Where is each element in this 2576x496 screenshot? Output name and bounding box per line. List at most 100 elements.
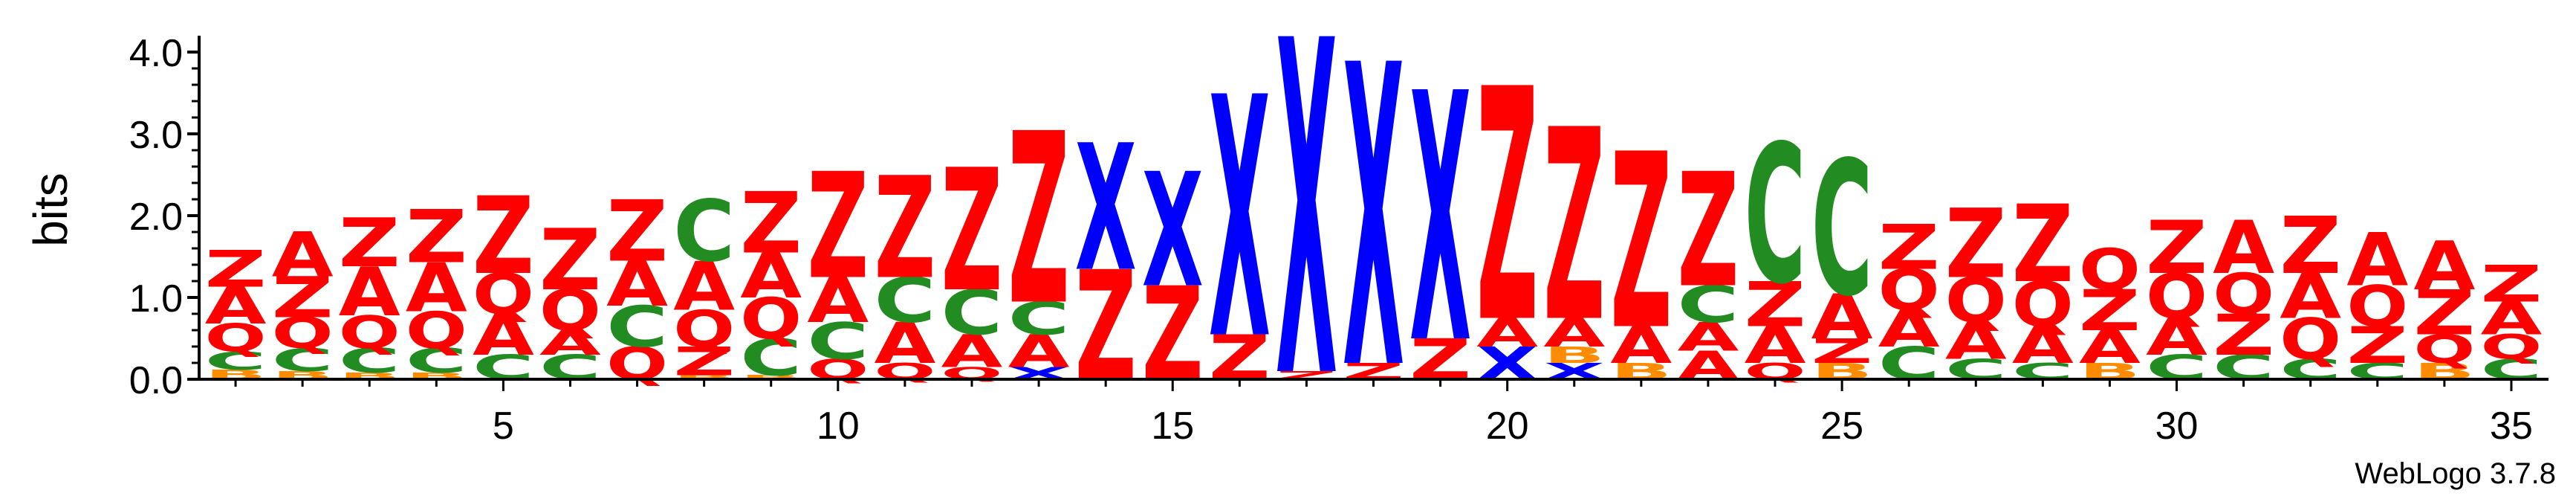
logo-letter-Z: Z [1677,141,1739,323]
logo-letter-C: C [272,342,334,379]
logo-letter-Z: Z [1008,84,1070,358]
logo-letter-A: A [2280,261,2341,333]
logo-letter-Z: Z [2346,316,2408,375]
logo-letter-C: C [673,184,735,281]
x-tick-label: 15 [1151,405,1194,448]
logo-letter-C: C [406,342,467,381]
logo-letter-A: A [941,326,1003,378]
logo-letter-Q: Q [2213,263,2274,327]
logo-letter-C: C [941,277,1003,350]
logo-letter-Q: Q [339,307,400,359]
logo-letter-Q: Q [2079,238,2141,303]
logo-letter-X: X [1142,141,1204,323]
y-tick-label: 1.0 [129,277,183,321]
logo-letter-Z: Z [2012,182,2074,306]
logo-letter-A: A [406,249,467,328]
logo-letter-C: C [1745,106,1806,327]
logo-letter-A: A [2213,205,2274,290]
logo-letter-B: B [740,374,802,381]
logo-letter-A: A [740,241,802,313]
logo-letter-Q: Q [2481,328,2543,367]
logo-letter-Q: Q [406,301,467,360]
logo-letter-A: A [272,219,334,292]
logo-letter-Z: Z [1945,190,2007,300]
logo-letter-Z: Z [272,265,334,330]
logo-letter-C: C [1008,293,1070,345]
logo-letter-A: A [205,277,267,335]
logo-letter-Q: Q [1945,265,2007,338]
logo-letter-B: B [673,374,735,381]
logo-letter-X: X [1343,0,1404,462]
logo-letter-A: A [606,249,668,321]
logo-letter-Z: Z [941,134,1003,329]
logo-letter-A: A [807,265,869,338]
logo-letter-Q: Q [2413,326,2475,373]
logo-letter-A: A [1878,300,1940,358]
logo-letter-A: A [1677,315,1739,361]
x-tick-label: 20 [1486,405,1529,448]
logo-letter-B: B [1543,342,1605,368]
logo-letter-Q: Q [1878,258,1940,323]
logo-letter-Z: Z [2146,205,2207,290]
logo-letter-Q: Q [2346,274,2408,339]
logo-letter-Z: Z [2280,201,2341,292]
logo-letter-Z: Z [406,195,467,280]
x-ticks: 5 10 15 20 25 30 35 [234,379,2533,448]
logo-letter-A: A [1476,310,1538,356]
logo-letter-A: A [1745,316,1806,375]
logo-letter-C: C [339,342,400,381]
logo-letter-A: A [2079,322,2141,374]
logo-letter-C: C [740,328,802,387]
logo-letter-Q: Q [473,263,534,327]
logo-letter-Q: Q [2146,261,2207,333]
logo-letter-Z: Z [740,175,802,273]
logo-letter-A: A [1008,326,1070,378]
logo-letter-C: C [874,265,935,338]
y-tick-label: 0.0 [129,359,183,402]
x-tick-label: 10 [817,405,860,448]
logo-letter-C: C [1811,121,1873,337]
x-tick-label: 35 [2490,405,2533,448]
logo-letter-Z: Z [1811,332,1873,371]
logo-letter-Q: Q [2012,269,2074,341]
logo-letter-Z: Z [1476,23,1538,394]
logo-letter-Z: Z [205,239,267,298]
logo-letter-Z: Z [874,148,935,311]
y-ticks: 0.0 1.0 2.0 3.0 4.0 [129,32,199,402]
logo-letter-X: X [1409,22,1471,419]
y-tick-label: 4.0 [129,32,183,75]
logo-letter-A: A [473,303,534,368]
logo-letter-A: A [1543,310,1605,356]
logo-letter-A: A [539,324,601,363]
logo-letter-A: A [2413,227,2475,306]
y-tick-label: 3.0 [129,114,183,157]
y-axis-label: bits [24,173,77,247]
logo-letter-X: X [1209,28,1271,413]
logo-letter-C: C [1677,275,1739,334]
logo-letter-Z: Z [673,339,735,385]
logo-letter-C: C [807,312,869,370]
logo-letter-Z: Z [539,212,601,309]
letters-layer: BCQAZBCQZABCQAZBCQAZCAQZCAQZQCAZBZQACBCQ… [205,0,2543,480]
logo-letter-Z: Z [807,143,869,312]
x-tick-label: 5 [493,405,514,448]
logo-letter-A: A [339,253,400,332]
logo-letter-Z: Z [606,184,668,281]
logo-letter-A: A [1945,312,2007,370]
logo-letter-Q: Q [2280,307,2341,372]
logo-letter-C: C [606,295,668,360]
logo-letter-Z: Z [2481,254,2543,313]
logo-letter-Z: Z [1610,103,1672,383]
logo-letter-Z: Z [2079,279,2141,344]
logo-letter-X: X [1075,108,1137,310]
logo-letter-Q: Q [539,279,601,344]
logo-letter-Q: Q [673,300,735,358]
logo-letter-Z: Z [1543,74,1605,381]
logo-letter-Q: Q [205,316,267,361]
axes-layer: 0.0 1.0 2.0 3.0 4.0 5 10 15 20 25 30 35 bits WebLo… [24,32,2556,490]
logo-letter-Z: Z [2413,277,2475,350]
logo-letter-A: A [2146,308,2207,367]
logo-letter-Z: Z [1878,212,1940,284]
